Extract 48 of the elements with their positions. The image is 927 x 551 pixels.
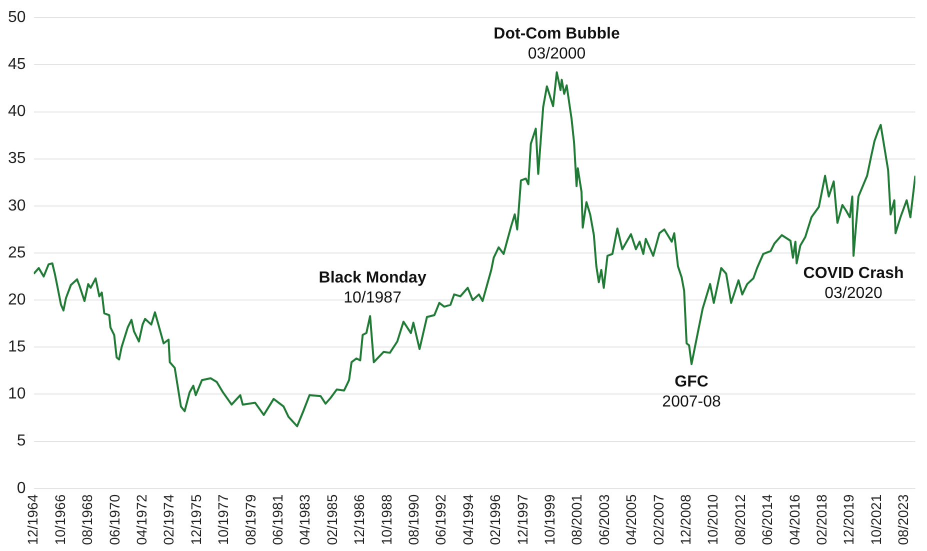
y-tick-label: 5 — [16, 432, 26, 450]
x-tick-label: 08/2012 — [732, 494, 748, 546]
x-tick-label: 08/2023 — [895, 494, 912, 546]
annotation: Dot-Com Bubble 03/2000 — [494, 26, 620, 63]
x-tick-label: 04/1972 — [133, 494, 150, 546]
annotation: COVID Crash 03/2020 — [803, 265, 904, 302]
y-tick-label: 10 — [8, 386, 26, 403]
y-tick-label: 30 — [8, 197, 26, 214]
x-tick-label: 02/1985 — [324, 494, 340, 546]
x-tick-label: 10/1999 — [541, 494, 558, 546]
y-tick-label: 0 — [16, 480, 26, 497]
x-tick-label: 02/2018 — [813, 494, 830, 546]
x-tick-label: 04/2005 — [623, 494, 640, 546]
x-tick-label: 06/1992 — [432, 494, 449, 546]
y-tick-label: 15 — [8, 338, 26, 356]
x-tick-label: 08/1979 — [242, 494, 258, 546]
x-tick-label: 12/1964 — [24, 494, 41, 546]
x-tick-label: 02/1996 — [487, 494, 504, 546]
x-tick-label: 06/1970 — [106, 494, 122, 546]
annotation: Black Monday 10/1987 — [318, 269, 426, 306]
y-tick-label: 40 — [8, 103, 26, 120]
x-tick-label: 12/2008 — [677, 494, 694, 546]
y-tick-label: 25 — [8, 244, 26, 262]
y-tick-label: 45 — [8, 56, 26, 74]
x-tick-label: 08/2001 — [568, 494, 585, 546]
x-tick-label: 10/1977 — [215, 494, 232, 546]
x-tick-label: 02/1974 — [160, 494, 177, 546]
x-tick-label: 12/1986 — [351, 494, 368, 546]
x-tick-label: 10/1988 — [378, 494, 394, 546]
x-tick-label: 10/1966 — [52, 494, 68, 546]
x-tick-label: 04/2016 — [786, 494, 802, 546]
y-tick-label: 35 — [8, 150, 26, 168]
x-tick-label: 12/2019 — [840, 494, 857, 546]
y-tick-label: 50 — [8, 9, 26, 26]
x-tick-label: 12/1997 — [514, 494, 530, 546]
x-tick-label: 12/1975 — [188, 494, 204, 546]
x-tick-label: 10/2021 — [868, 494, 884, 546]
x-tick-label: 02/2007 — [650, 494, 666, 546]
x-tick-label: 04/1983 — [296, 494, 313, 546]
x-tick-label: 04/1994 — [460, 494, 476, 546]
y-tick-label: 20 — [8, 291, 26, 308]
x-tick-label: 06/2014 — [759, 494, 776, 546]
x-tick-label: 06/2003 — [596, 494, 612, 546]
x-tick-label: 10/2010 — [704, 494, 721, 546]
x-tick-label: 06/1981 — [269, 494, 286, 546]
annotation: GFC 2007-08 — [662, 374, 722, 411]
x-tick-label: 08/1990 — [405, 494, 422, 546]
x-tick-label: 08/1968 — [79, 494, 96, 546]
